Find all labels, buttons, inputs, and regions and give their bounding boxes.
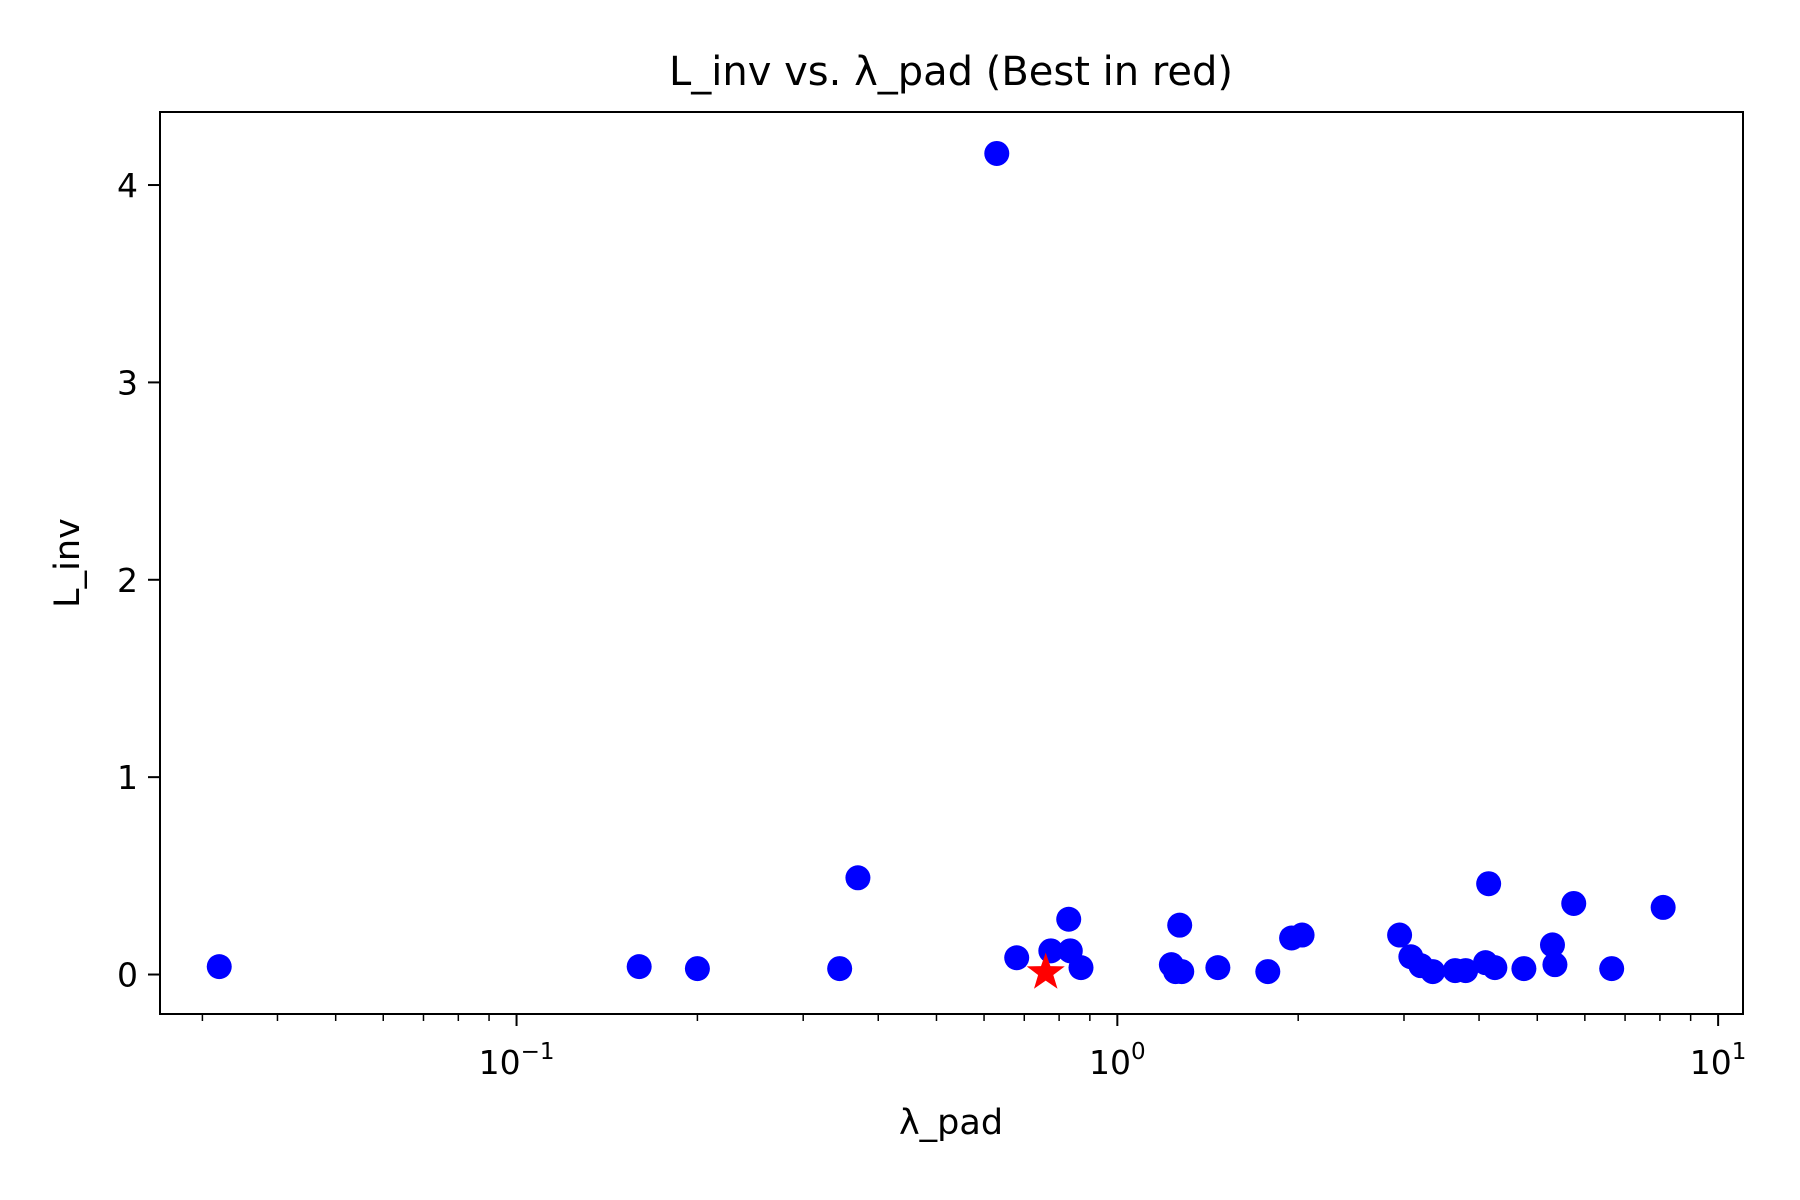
x-tick-base: 10 [1690, 1043, 1732, 1082]
best-point-star [1026, 952, 1065, 989]
data-point [1387, 922, 1413, 948]
data-point [1169, 959, 1195, 985]
data-point [1453, 958, 1479, 984]
x-tick-base: 10 [479, 1043, 521, 1082]
x-axis-label: λ_pad [899, 1103, 1003, 1143]
data-point [1068, 955, 1094, 981]
data-point [1599, 956, 1625, 982]
x-axis-ticks: 10−1 100 101 [201, 1014, 1747, 1082]
data-point [1205, 955, 1231, 981]
y-tick-label: 2 [117, 561, 138, 600]
data-point [1539, 932, 1565, 958]
data-point [984, 140, 1010, 166]
x-tick-base: 10 [1089, 1043, 1131, 1082]
data-point [1255, 959, 1281, 985]
data-point [1476, 871, 1502, 897]
data-point [206, 954, 232, 980]
data-point [1542, 952, 1568, 978]
data-point [845, 865, 871, 891]
data-point [1482, 955, 1508, 981]
chart-title: L_inv vs. λ_pad (Best in red) [669, 49, 1233, 95]
x-tick-label: 101 [1690, 1039, 1747, 1082]
y-tick-label: 1 [117, 758, 138, 797]
x-tick-exponent: −1 [521, 1039, 555, 1065]
x-tick-exponent: 1 [1732, 1039, 1747, 1065]
data-point [626, 954, 652, 980]
data-point [1561, 890, 1587, 916]
data-point [1056, 906, 1082, 932]
y-tick-label: 3 [117, 363, 138, 402]
data-point [1511, 956, 1537, 982]
data-point [684, 956, 710, 982]
data-points [206, 140, 1676, 989]
data-point [1420, 959, 1446, 985]
x-tick-label: 100 [1089, 1039, 1146, 1082]
data-point [827, 956, 853, 982]
x-tick-exponent: 0 [1131, 1039, 1146, 1065]
data-point [1289, 922, 1315, 948]
y-axis-ticks: 0 1 2 3 4 [117, 166, 160, 995]
data-point [1004, 945, 1030, 971]
y-tick-label: 4 [117, 166, 138, 205]
data-point [1650, 894, 1676, 920]
plot-area-frame [159, 111, 1744, 1015]
y-axis-label: L_inv [48, 518, 88, 608]
data-point [1167, 912, 1193, 938]
y-tick-label: 0 [117, 956, 138, 995]
x-tick-label: 10−1 [479, 1039, 555, 1082]
